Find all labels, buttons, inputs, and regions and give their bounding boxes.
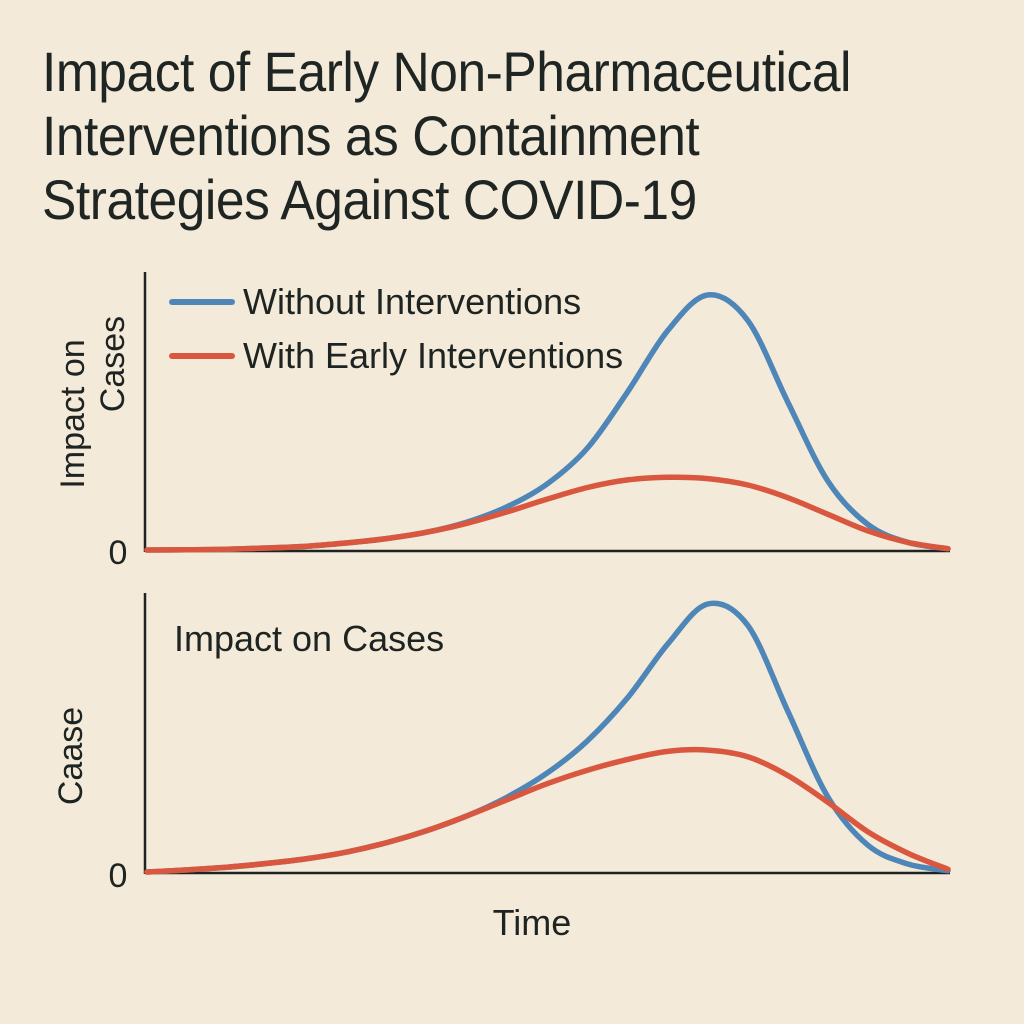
title-line-1: Impact of Early Non-Pharmaceutical bbox=[42, 40, 852, 103]
title-line-2: Interventions as Containment bbox=[42, 104, 700, 167]
bottom-panel-title: Impact on Cases bbox=[174, 618, 444, 659]
top-ylabel-line-2: Cases bbox=[94, 316, 132, 412]
top-series-with-line bbox=[144, 474, 951, 553]
bottom-series-with-line bbox=[144, 746, 951, 875]
bottom-panel: Caase 0 Impact on Cases Time bbox=[52, 593, 951, 943]
top-panel: Impact on Cases 0 Without Interventions … bbox=[54, 272, 951, 572]
title-line-3: Strategies Against COVID-19 bbox=[42, 168, 697, 231]
bottom-y-tick-zero: 0 bbox=[109, 857, 128, 895]
bottom-xlabel: Time bbox=[493, 902, 572, 943]
legend-label-with: With Early Interventions bbox=[243, 335, 623, 376]
bottom-ylabel: Caase bbox=[52, 707, 90, 805]
top-legend: Without Interventions With Early Interve… bbox=[169, 281, 623, 376]
legend-label-without: Without Interventions bbox=[243, 281, 581, 322]
top-ylabel-line-1: Impact on bbox=[54, 339, 92, 488]
top-y-tick-zero: 0 bbox=[109, 534, 128, 572]
chart-title: Impact of Early Non-Pharmaceutical Inter… bbox=[42, 40, 925, 232]
